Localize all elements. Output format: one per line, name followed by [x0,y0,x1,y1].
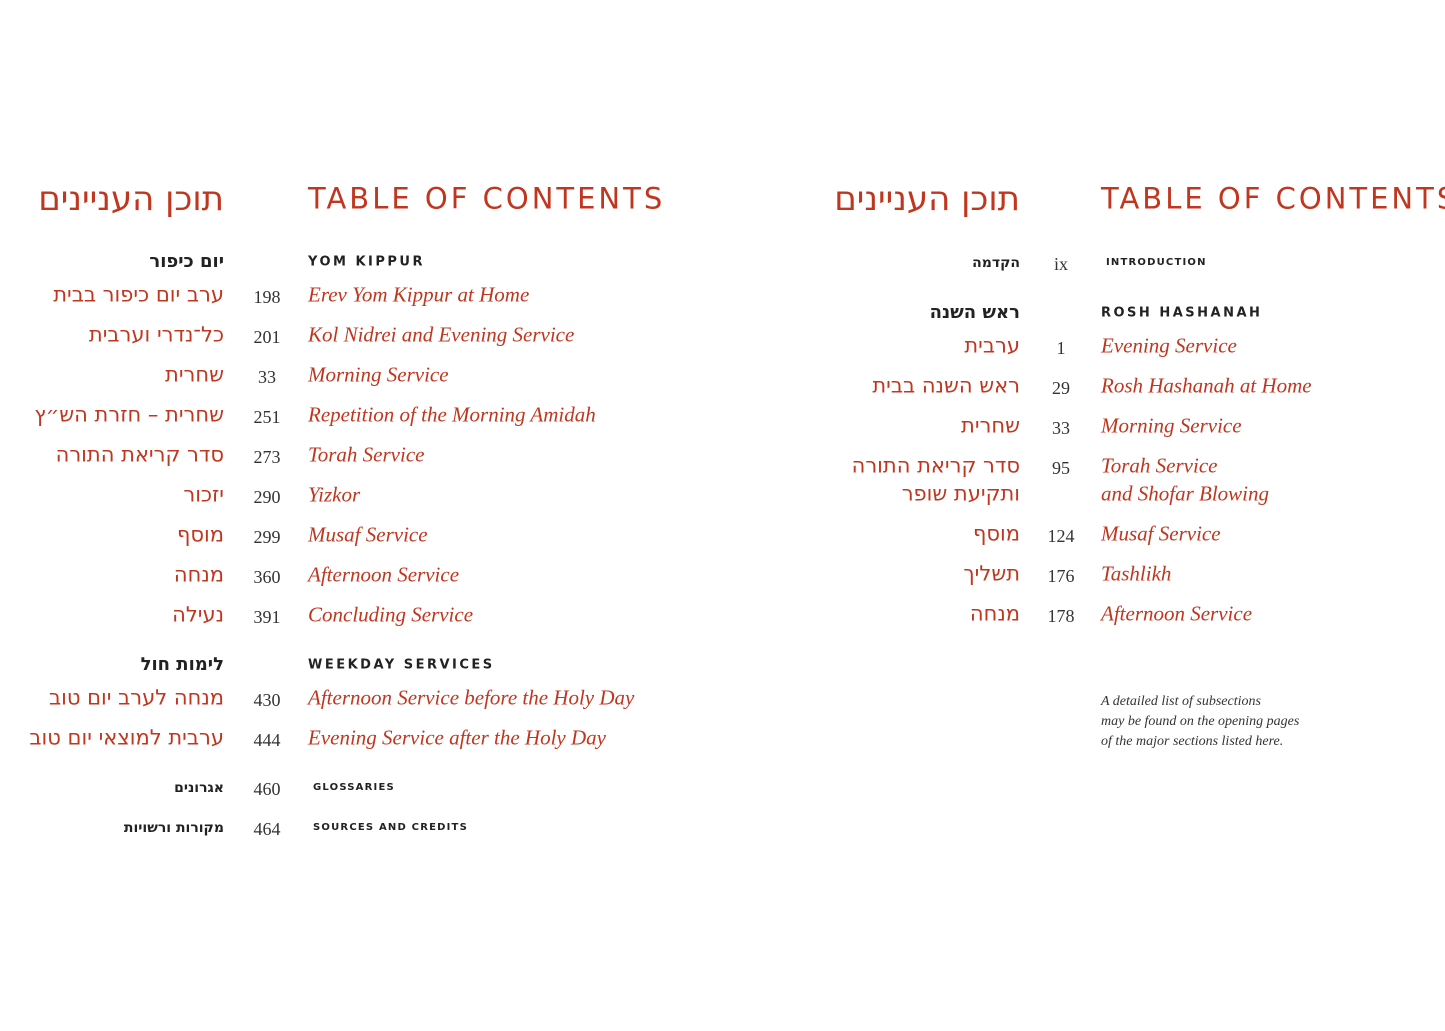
entry-hebrew: תשליך [963,561,1020,586]
entry-title: Morning Service [308,362,449,387]
page-number: 299 [253,527,281,547]
entry-title: Evening Service after the Holy Day [308,725,606,750]
section-heading: ROSH HASHANAH [1101,305,1263,321]
entry-hebrew: סדר קריאת התורה [851,453,1020,478]
minor-entry-title: GLOSSARIES [313,782,395,793]
entry-hebrew: כל־נדרי וערבית [88,322,224,347]
page-number: 273 [253,447,281,467]
entry-title: Morning Service [1101,413,1242,438]
entry-hebrew: שחרית [165,362,224,387]
entry-hebrew: ערב יום כיפור בבית [53,282,224,307]
entry-hebrew: שחרית – חזרת הש״ץ [34,402,224,427]
entry-title: Torah Service [308,442,425,467]
page-number: 201 [253,327,281,347]
entry-title: Afternoon Service before the Holy Day [308,685,635,710]
page-number: 29 [1052,378,1070,398]
note-line: A detailed list of subsections [1101,694,1261,709]
entry-hebrew: מוסף [176,522,224,547]
entry-title: Evening Service [1101,333,1237,358]
entry-title: Kol Nidrei and Evening Service [308,322,575,347]
page-number: 251 [253,407,281,427]
entry-hebrew: ותקיעת שופר [901,481,1020,506]
page-number: 464 [253,819,281,839]
entry-hebrew: מוסף [972,521,1020,546]
entry-title: and Shofar Blowing [1101,481,1270,506]
entry-hebrew: ערבית [964,333,1020,358]
entry-hebrew: מנחה [969,601,1020,626]
toc-title: TABLE OF CONTENTS [308,181,666,216]
minor-entry-hebrew: מקורות ורשויות [123,820,224,836]
page-number: 360 [253,567,281,587]
entry-hebrew: סדר קריאת התורה [55,442,224,467]
section-heading: WEEKDAY SERVICES [308,657,495,673]
toc-title-hebrew: תוכן העניינים [834,179,1020,219]
entry-hebrew: יזכור [183,482,224,507]
entry-hebrew: ראש השנה בבית [872,373,1020,398]
minor-entry-title: INTRODUCTION [1106,257,1207,268]
minor-entry-title: SOURCES AND CREDITS [313,822,468,833]
page-number: 198 [253,287,281,307]
entry-title: Musaf Service [308,522,428,547]
toc-title-hebrew: תוכן העניינים [38,179,224,219]
page-number: 178 [1047,606,1075,626]
page-number: 33 [258,367,276,387]
entry-title: Afternoon Service [1101,601,1253,626]
section-heading-hebrew: לימות חול [140,654,224,675]
entry-hebrew: ערבית למוצאי יום טוב [29,725,224,750]
note-line: may be found on the opening pages [1101,714,1300,729]
page-number: 444 [253,730,281,750]
entry-title: Tashlikh [1101,561,1172,586]
page-number: 95 [1052,458,1070,478]
page-number: 176 [1047,566,1075,586]
entry-title: Afternoon Service [308,562,460,587]
toc-title: TABLE OF CONTENTS [1101,181,1445,216]
entry-title: Repetition of the Morning Amidah [308,402,596,427]
entry-title: Musaf Service [1101,521,1221,546]
page-number: 430 [253,690,281,710]
page-number: 391 [253,607,281,627]
section-heading-hebrew: ראש השנה [929,302,1020,323]
entry-hebrew: נעילה [172,602,224,627]
note-line: of the major sections listed here. [1101,734,1284,749]
minor-entry-hebrew: אגרונים [174,780,224,796]
entry-title: Concluding Service [308,602,474,627]
section-heading-hebrew: יום כיפור [149,251,224,272]
page-number: 1 [1056,338,1066,358]
page-number: 460 [253,779,281,799]
page-number: ix [1053,254,1069,274]
entry-title: Torah Service [1101,453,1218,478]
minor-entry-hebrew: הקדמה [972,255,1020,271]
entry-hebrew: מנחה לערב יום טוב [48,685,224,710]
entry-hebrew: מנחה [173,562,224,587]
page-number: 33 [1052,418,1070,438]
entry-title: Rosh Hashanah at Home [1101,373,1312,398]
page-number: 290 [253,487,281,507]
entry-hebrew: שחרית [961,413,1020,438]
entry-title: Yizkor [308,482,361,507]
section-heading: YOM KIPPUR [308,254,425,270]
page-number: 124 [1047,526,1075,546]
entry-title: Erev Yom Kippur at Home [308,282,530,307]
